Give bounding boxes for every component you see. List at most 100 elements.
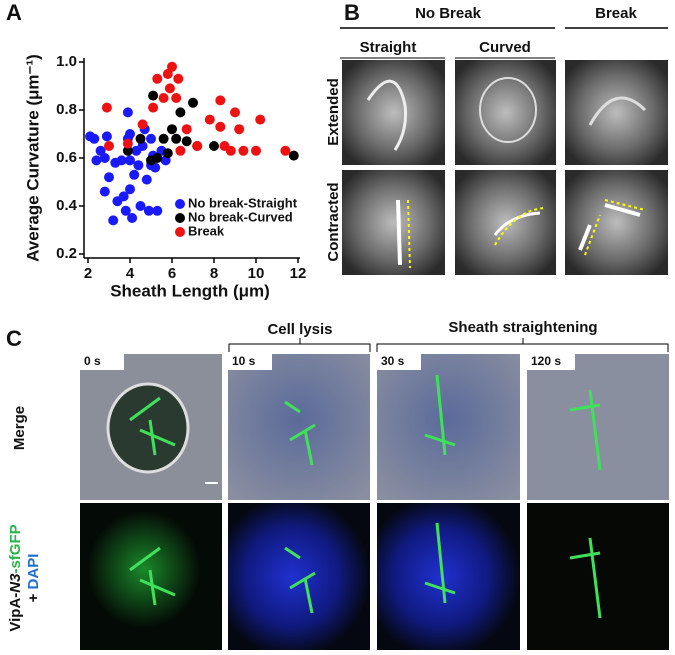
point <box>175 145 186 156</box>
y-tick-label: 0.2 <box>56 245 77 262</box>
point <box>167 124 177 135</box>
x-tick-label: 4 <box>126 265 135 282</box>
row-label: Extended <box>325 78 342 146</box>
x-tick-label: 8 <box>210 265 218 282</box>
point <box>152 73 163 84</box>
column-header: Break <box>595 5 637 22</box>
row-label: Merge <box>11 406 28 450</box>
point <box>120 205 131 216</box>
y-tick-label: 0.8 <box>56 101 77 118</box>
y-tick-label: 0.4 <box>56 197 78 214</box>
point <box>192 141 203 151</box>
point <box>209 141 219 151</box>
panel-label: C <box>6 326 22 351</box>
point <box>125 129 135 139</box>
point <box>225 145 236 156</box>
time-label: 30 s <box>381 354 405 368</box>
point <box>122 107 133 118</box>
point <box>99 186 110 197</box>
point <box>101 102 112 113</box>
legend-label: No break-Straight <box>188 195 298 210</box>
point <box>280 145 291 156</box>
point <box>101 131 112 142</box>
point <box>158 93 169 103</box>
point <box>288 150 299 161</box>
time-label: 120 s <box>531 354 561 368</box>
point <box>251 145 261 156</box>
point <box>173 73 184 84</box>
bracket <box>376 338 669 352</box>
point <box>171 133 182 144</box>
point <box>146 133 156 144</box>
row-label: + DAPI <box>25 554 42 603</box>
y-tick-label: 0.6 <box>56 149 77 166</box>
point <box>122 138 133 149</box>
point <box>143 205 154 216</box>
point <box>127 213 138 223</box>
point <box>164 83 175 94</box>
legend-label: Break <box>188 223 225 238</box>
point <box>91 155 102 166</box>
y-axis-title: Average Curvature (μm⁻¹) <box>23 54 42 262</box>
point <box>215 95 226 106</box>
point <box>238 145 249 156</box>
point <box>204 114 215 125</box>
x-tick-label: 2 <box>84 265 92 282</box>
point <box>104 141 114 151</box>
row-label: Contracted <box>325 182 342 261</box>
point <box>135 133 146 144</box>
point <box>129 169 140 180</box>
panel-label: A <box>6 0 22 25</box>
stage-header: Cell lysis <box>267 321 332 338</box>
point <box>141 174 152 185</box>
time-label: 0 s <box>84 354 101 368</box>
point <box>133 160 144 171</box>
point <box>148 90 159 101</box>
point <box>118 191 129 202</box>
x-tick-label: 10 <box>248 265 265 282</box>
row-label: VipA-N3-sfGFP <box>7 524 24 631</box>
point <box>255 114 266 125</box>
point <box>230 107 240 118</box>
point <box>148 102 159 113</box>
micrographs <box>80 354 669 650</box>
point <box>108 215 119 226</box>
point <box>104 172 114 183</box>
point <box>188 97 198 108</box>
bracket <box>228 338 371 352</box>
point <box>181 136 192 147</box>
point <box>89 133 100 144</box>
time-label: 10 s <box>232 354 256 368</box>
x-tick-label: 6 <box>168 265 176 282</box>
point <box>137 119 148 130</box>
point <box>158 133 169 144</box>
panel-c: C Cell lysis Sheath straightening Merge … <box>6 319 669 650</box>
column-subheader: Straight <box>360 39 417 56</box>
point <box>125 184 135 195</box>
point <box>181 124 192 135</box>
legend-swatch <box>175 213 185 223</box>
point <box>99 153 110 163</box>
point <box>152 153 163 163</box>
panel-b: B No Break Break Straight Curved Extende… <box>325 0 668 275</box>
point <box>162 148 173 159</box>
legend-swatch <box>175 199 185 209</box>
legend-label: No break-Curved <box>188 209 293 224</box>
point <box>125 155 135 166</box>
point <box>135 201 146 211</box>
point <box>171 93 182 103</box>
stage-header: Sheath straightening <box>448 319 597 336</box>
x-tick-label: 12 <box>290 265 307 282</box>
micrographs <box>342 60 668 275</box>
point <box>152 205 163 216</box>
x-axis-title: Sheath Length (μm) <box>110 281 270 300</box>
point <box>175 107 186 118</box>
column-subheader: Curved <box>479 39 531 56</box>
legend-swatch <box>175 227 185 237</box>
point <box>116 155 127 166</box>
point <box>234 124 245 135</box>
y-tick-label: 1.0 <box>56 53 77 70</box>
point <box>167 61 177 72</box>
panel-label: B <box>344 0 360 25</box>
